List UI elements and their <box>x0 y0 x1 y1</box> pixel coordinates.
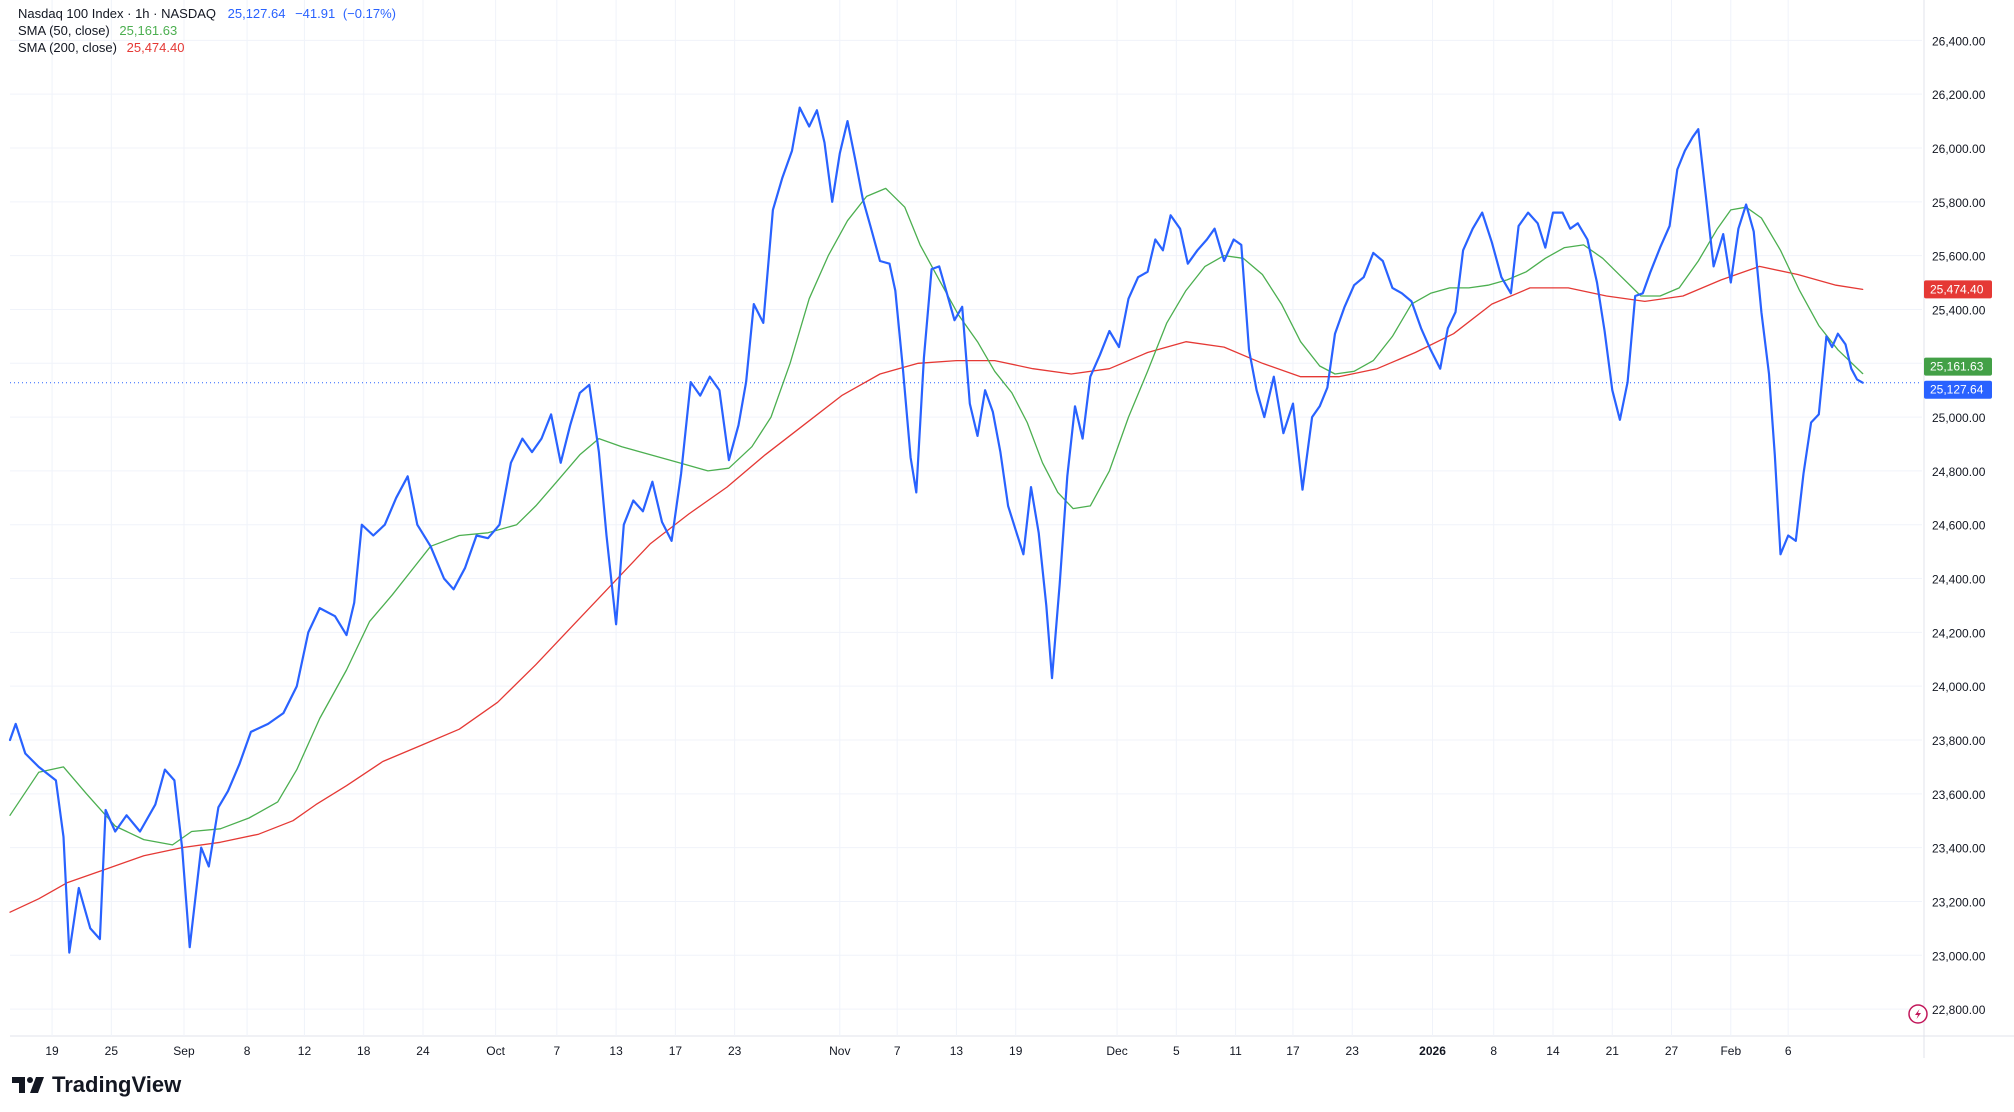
sma50-value: 25,161.63 <box>119 23 178 38</box>
y-tick-label: 25,600.00 <box>1932 250 1986 264</box>
price-change-pct: (−0.17%) <box>342 6 396 21</box>
sma50-label: SMA (50, close) <box>18 23 110 38</box>
y-axis: 26,400.00 26,200.00 26,000.00 25,800.00 25,6… <box>1932 34 1986 1017</box>
y-tick-label: 24,000.00 <box>1932 680 1986 694</box>
x-tick-label: 7 <box>894 1044 901 1058</box>
last-price: 25,127.64 <box>227 6 286 21</box>
y-tick-label: 24,400.00 <box>1932 573 1986 587</box>
y-tick-label: 25,000.00 <box>1932 411 1986 425</box>
last-price-tag-label: 25,127.64 <box>1930 383 1984 397</box>
lightning-icon[interactable] <box>1908 1004 1928 1024</box>
sma200-price-tag-label: 25,474.40 <box>1930 282 1984 296</box>
y-tick-label: 23,800.00 <box>1932 734 1986 748</box>
tradingview-logo-icon <box>12 1077 44 1093</box>
sma50-price-tag[interactable]: 25,161.63 <box>1924 357 1992 376</box>
y-tick-label: 23,000.00 <box>1932 949 1986 963</box>
x-axis: 19 25 Sep 8 12 18 24 Oct 7 13 17 23 Nov 7 13 19 Dec 5 11 17… <box>45 1044 1791 1058</box>
y-tick-label: 22,800.00 <box>1932 1003 1986 1017</box>
x-tick-label: 17 <box>1286 1044 1300 1058</box>
x-tick-label: Oct <box>486 1044 505 1058</box>
x-tick-label: 12 <box>298 1044 312 1058</box>
x-tick-label: 21 <box>1606 1044 1620 1058</box>
instrument-title: Nasdaq 100 Index · 1h · NASDAQ <box>18 6 216 21</box>
sma200-label: SMA (200, close) <box>18 40 117 55</box>
x-tick-label: 25 <box>105 1044 119 1058</box>
y-tick-label: 24,600.00 <box>1932 519 1986 533</box>
chart-legend: Nasdaq 100 Index · 1h · NASDAQ 25,127.64… <box>18 5 404 56</box>
x-tick-label: 6 <box>1785 1044 1792 1058</box>
x-tick-label: 19 <box>1009 1044 1023 1058</box>
x-tick-label: 5 <box>1173 1044 1180 1058</box>
x-tick-label: 13 <box>950 1044 964 1058</box>
legend-sma50[interactable]: SMA (50, close) 25,161.63 <box>18 22 404 39</box>
price-tags: 25,474.40 25,161.63 25,127.64 <box>1924 280 1992 399</box>
sma200-line <box>9 265 1864 913</box>
x-tick-label: Nov <box>829 1044 850 1058</box>
x-tick-label: Dec <box>1106 1044 1127 1058</box>
grid <box>10 0 2014 1058</box>
x-tick-label: 27 <box>1665 1044 1679 1058</box>
y-tick-label: 23,600.00 <box>1932 788 1986 802</box>
y-tick-label: 24,800.00 <box>1932 465 1986 479</box>
x-tick-label: Feb <box>1720 1044 1741 1058</box>
x-tick-label: 7 <box>553 1044 560 1058</box>
sma50-layer <box>9 187 1864 846</box>
x-tick-label: 24 <box>416 1044 430 1058</box>
y-tick-label: 24,200.00 <box>1932 626 1986 640</box>
sma200-price-tag[interactable]: 25,474.40 <box>1924 280 1992 299</box>
x-tick-label: 2026 <box>1419 1044 1446 1058</box>
x-tick-label: 14 <box>1546 1044 1560 1058</box>
sma200-value: 25,474.40 <box>126 40 185 55</box>
y-tick-label: 23,400.00 <box>1932 842 1986 856</box>
last-price-tag[interactable]: 25,127.64 <box>1924 380 1992 399</box>
x-tick-label: 23 <box>728 1044 742 1058</box>
sma50-line <box>9 187 1864 846</box>
sma50-price-tag-label: 25,161.63 <box>1930 360 1984 374</box>
x-tick-label: 11 <box>1229 1044 1242 1058</box>
y-tick-label: 26,000.00 <box>1932 142 1986 156</box>
price-change: −41.91 <box>295 6 336 21</box>
x-tick-label: 23 <box>1346 1044 1360 1058</box>
y-tick-label: 25,800.00 <box>1932 196 1986 210</box>
tradingview-logo[interactable]: TradingView <box>12 1072 181 1098</box>
y-tick-label: 26,400.00 <box>1932 34 1986 48</box>
y-tick-label: 26,200.00 <box>1932 88 1986 102</box>
x-tick-label: Sep <box>173 1044 195 1058</box>
x-tick-label: 13 <box>609 1044 623 1058</box>
brand-name: TradingView <box>52 1072 182 1097</box>
x-tick-label: 18 <box>357 1044 371 1058</box>
x-tick-label: 8 <box>244 1044 251 1058</box>
x-tick-label: 19 <box>45 1044 59 1058</box>
price-layer <box>8 106 1864 954</box>
x-tick-label: 17 <box>669 1044 683 1058</box>
y-tick-label: 25,400.00 <box>1932 303 1986 317</box>
legend-instrument[interactable]: Nasdaq 100 Index · 1h · NASDAQ 25,127.64… <box>18 5 404 22</box>
y-tick-label: 23,200.00 <box>1932 895 1986 909</box>
sma200-layer <box>9 265 1864 913</box>
x-tick-label: 8 <box>1490 1044 1497 1058</box>
price-line <box>8 106 1864 954</box>
legend-sma200[interactable]: SMA (200, close) 25,474.40 <box>18 39 404 56</box>
